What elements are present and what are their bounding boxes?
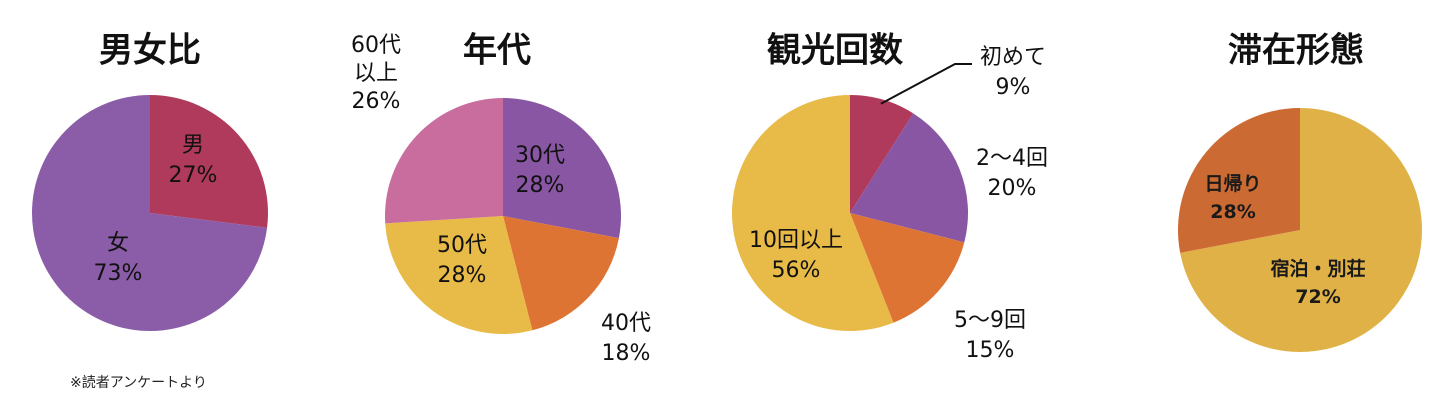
pie-chart-3: 観光回数 初めて 9% 2〜4回 20% 5〜9回 15% 10回以上 56% <box>731 31 1048 363</box>
pie-slice-初めて <box>850 95 914 213</box>
footnote: ※読者アンケートより <box>70 375 207 391</box>
slice-label-10回以上: 10回以上 56% <box>749 228 843 283</box>
slice-value: 73% <box>94 261 143 286</box>
chart-title: 年代 <box>463 31 531 71</box>
slice-value: 28% <box>1210 201 1255 223</box>
chart-title: 男女比 <box>99 31 201 71</box>
pie-slice-10回以上 <box>731 94 894 331</box>
slice-name: 60代 <box>351 33 401 58</box>
slice-value: 27% <box>169 163 218 188</box>
slice-label-30代: 30代 28% <box>515 143 565 198</box>
slice-name: 男 <box>182 133 204 158</box>
slice-value: 26% <box>352 89 401 114</box>
slice-value: 18% <box>602 341 651 366</box>
pie-slice-2〜4回 <box>850 113 968 243</box>
slice-label-男: 男 27% <box>169 133 218 188</box>
pie-slice-男 <box>150 95 269 228</box>
slice-name: 以上 <box>354 61 398 86</box>
slice-value: 20% <box>988 176 1037 201</box>
slice-name: 50代 <box>437 233 487 258</box>
slice-label-女: 女 73% <box>94 231 143 286</box>
pie-slice-50代 <box>385 216 533 334</box>
pie-slice-60代-以上 <box>384 98 503 224</box>
pie-slice-宿泊・別荘 <box>1180 108 1422 352</box>
slice-name: 2〜4回 <box>976 146 1048 171</box>
slice-label-宿泊・別荘: 宿泊・別荘 72% <box>1270 257 1365 308</box>
slice-name: 30代 <box>515 143 565 168</box>
slice-name: 宿泊・別荘 <box>1270 257 1365 280</box>
slice-value: 72% <box>1295 286 1340 308</box>
slice-label-40代: 40代 18% <box>601 311 651 366</box>
slice-name: 10回以上 <box>749 228 843 253</box>
slice-value: 56% <box>772 258 821 283</box>
slice-value: 15% <box>966 338 1015 363</box>
slice-name: 40代 <box>601 311 651 336</box>
slice-label-60代-以上: 60代以上 26% <box>351 33 401 114</box>
slice-value: 9% <box>996 75 1031 100</box>
slice-label-50代: 50代 28% <box>437 233 487 288</box>
pie-slice-日帰り <box>1177 107 1300 253</box>
slice-name: 初めて <box>980 45 1046 70</box>
chart-title: 滞在形態 <box>1228 31 1364 71</box>
pie-slice-30代 <box>503 98 621 239</box>
leader-line <box>880 63 972 105</box>
slice-name: 日帰り <box>1204 173 1261 195</box>
slice-label-5〜9回: 5〜9回 15% <box>954 308 1026 363</box>
pie-slice-女 <box>32 95 268 332</box>
slice-value: 28% <box>438 263 487 288</box>
chart-title: 観光回数 <box>767 31 903 71</box>
slice-value: 28% <box>516 173 565 198</box>
slice-name: 5〜9回 <box>954 308 1026 333</box>
slice-label-日帰り: 日帰り 28% <box>1204 173 1261 223</box>
slice-name: 女 <box>107 231 129 256</box>
slice-label-初めて: 初めて 9% <box>980 45 1046 100</box>
slice-label-2〜4回: 2〜4回 20% <box>976 146 1048 201</box>
pie-slice-40代 <box>503 216 619 331</box>
pie-slice-5〜9回 <box>850 213 965 323</box>
